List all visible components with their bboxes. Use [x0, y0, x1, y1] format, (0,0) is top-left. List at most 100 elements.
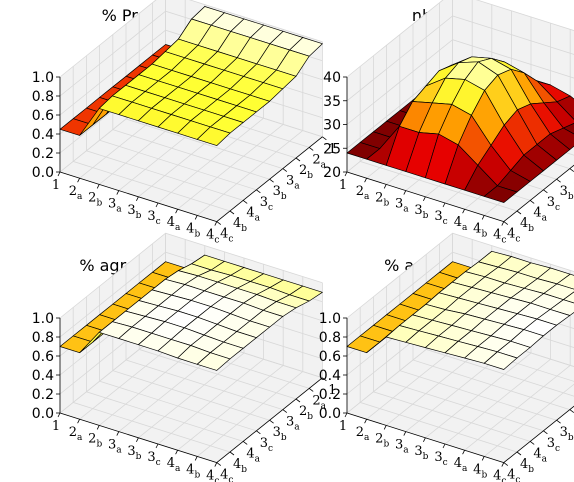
axis-tick-label: 2b [299, 163, 313, 181]
x-tick [175, 450, 178, 455]
axis-tick-label: 4c [206, 469, 219, 482]
y-tick [569, 168, 574, 172]
y-tick [543, 189, 548, 194]
axis-tick-label: 4b [186, 462, 200, 480]
axis-tick-label: 3c [547, 195, 560, 213]
y-tick [308, 147, 314, 151]
x-tick [462, 450, 465, 455]
z-tick-label: 1.0 [32, 311, 54, 327]
axis-tick-label: 2a [356, 425, 370, 443]
axis-tick-label: 4a [454, 456, 468, 474]
x-axis-line [59, 412, 217, 463]
x-tick [77, 178, 80, 183]
panel-pro-wins: % Pro wins 0.00.20.40.60.81.012a2b3a3b3c… [32, 0, 337, 246]
axis-tick-label: 3b [273, 425, 287, 443]
axis-tick-label: 3c [260, 195, 273, 213]
y-tick [282, 168, 288, 172]
axis-tick-label: 4c [493, 469, 506, 482]
y-tick [543, 430, 548, 435]
z-tick-label: 0.2 [32, 146, 54, 162]
y-tick [295, 398, 301, 403]
surface-plot: 0.00.20.40.60.81.01 2a 2b 3a 3b 3c 4a 4b 4c 4c4b4… [32, 0, 337, 246]
axis-tick-label: 3b [414, 444, 428, 462]
z-tick-label: 40 [323, 70, 341, 86]
x-tick [77, 419, 80, 424]
z-tick-label: 0.0 [319, 406, 341, 422]
grid-line [359, 66, 518, 212]
axis-tick-label: 4a [167, 215, 181, 233]
surface-plot: 0.00.20.40.60.81.01 2a 2b 3a 3b 3c 4a 4b 4c 4c4b4… [319, 232, 574, 482]
z-tick-label: 0.2 [32, 387, 54, 403]
grid-line [72, 66, 231, 212]
panel-agree-merged: % agree Merged 0.00.20.40.60.81.012a2b3a… [32, 232, 337, 482]
y-tick [516, 210, 522, 215]
axis-tick-label: 4c [507, 227, 520, 245]
y-tick [516, 451, 522, 456]
axis-tick-label: 3b [560, 425, 574, 443]
axis-tick-label: 4a [454, 215, 468, 233]
floor-pane [347, 328, 574, 463]
y-tick [229, 451, 235, 456]
axis-tick-label: 3c [147, 450, 160, 468]
z-tick-label: 0.4 [32, 127, 54, 143]
axis-tick-label: 3a [573, 415, 574, 433]
x-tick [383, 184, 387, 189]
x-tick [501, 221, 505, 226]
axis-tick-label: 4c [220, 227, 233, 245]
axis-tick-label: 3a [573, 174, 574, 192]
z-tick-label: 25 [323, 141, 341, 157]
axis-tick-label: 1 [328, 142, 336, 157]
axis-tick-label: 4c [493, 228, 506, 246]
z-tick-label: 0.6 [32, 349, 54, 365]
z-tick-label: 1.0 [32, 70, 54, 86]
axis-tick-label: 4c [206, 228, 219, 246]
z-tick-label: 35 [323, 94, 341, 110]
y-axis-line [503, 405, 574, 463]
x-tick [364, 419, 367, 424]
axis-tick-label: 4b [520, 216, 534, 234]
x-tick [403, 190, 407, 195]
z-tick-label: 0.8 [319, 330, 341, 346]
axis-tick-label: 3b [273, 184, 287, 202]
axis-tick-label: 1 [52, 178, 60, 193]
y-tick [229, 210, 235, 215]
x-tick [57, 171, 61, 177]
x-tick [194, 456, 198, 461]
axis-tick-label: 4a [246, 446, 260, 464]
z-tick-label: 0.2 [319, 387, 341, 403]
surface-plot: 202530354012a2b3a3b3c4a4b4c4c4b4a3c3b3a2… [323, 0, 574, 246]
grid-line [125, 24, 283, 169]
y-tick [503, 462, 509, 466]
axis-tick-label: 3a [108, 197, 122, 215]
x-tick [423, 196, 426, 201]
grid-line [59, 232, 323, 319]
axis-tick-label: 4a [533, 205, 547, 223]
y-tick [569, 409, 574, 413]
surface-cell [196, 352, 231, 371]
axis-tick-label: 3c [434, 450, 447, 468]
x-tick [481, 215, 485, 220]
y-tick [529, 441, 535, 445]
axis-tick-label: 3a [395, 197, 409, 215]
y-tick [322, 377, 327, 382]
axis-tick-label: 2b [88, 190, 102, 208]
axis-tick-label: 4b [233, 457, 247, 475]
x-tick [423, 437, 426, 442]
x-tick [344, 412, 348, 418]
z-tick-label: 0.4 [32, 368, 54, 384]
grid-line [346, 0, 574, 78]
y-tick [256, 189, 261, 194]
axis-tick-label: 2b [375, 190, 389, 208]
x-tick [96, 184, 100, 189]
x-tick [175, 209, 178, 214]
y-tick [216, 462, 222, 466]
surface-cell [483, 351, 518, 370]
axis-tick-label: 3a [286, 415, 300, 433]
x-tick [344, 171, 348, 177]
y-tick [556, 178, 561, 183]
grid-line [483, 383, 574, 457]
axis-tick-label: 3b [560, 184, 574, 202]
x-tick [481, 456, 485, 461]
axis-tick-label: 2b [375, 431, 389, 449]
axis-tick-label: 4b [233, 216, 247, 234]
